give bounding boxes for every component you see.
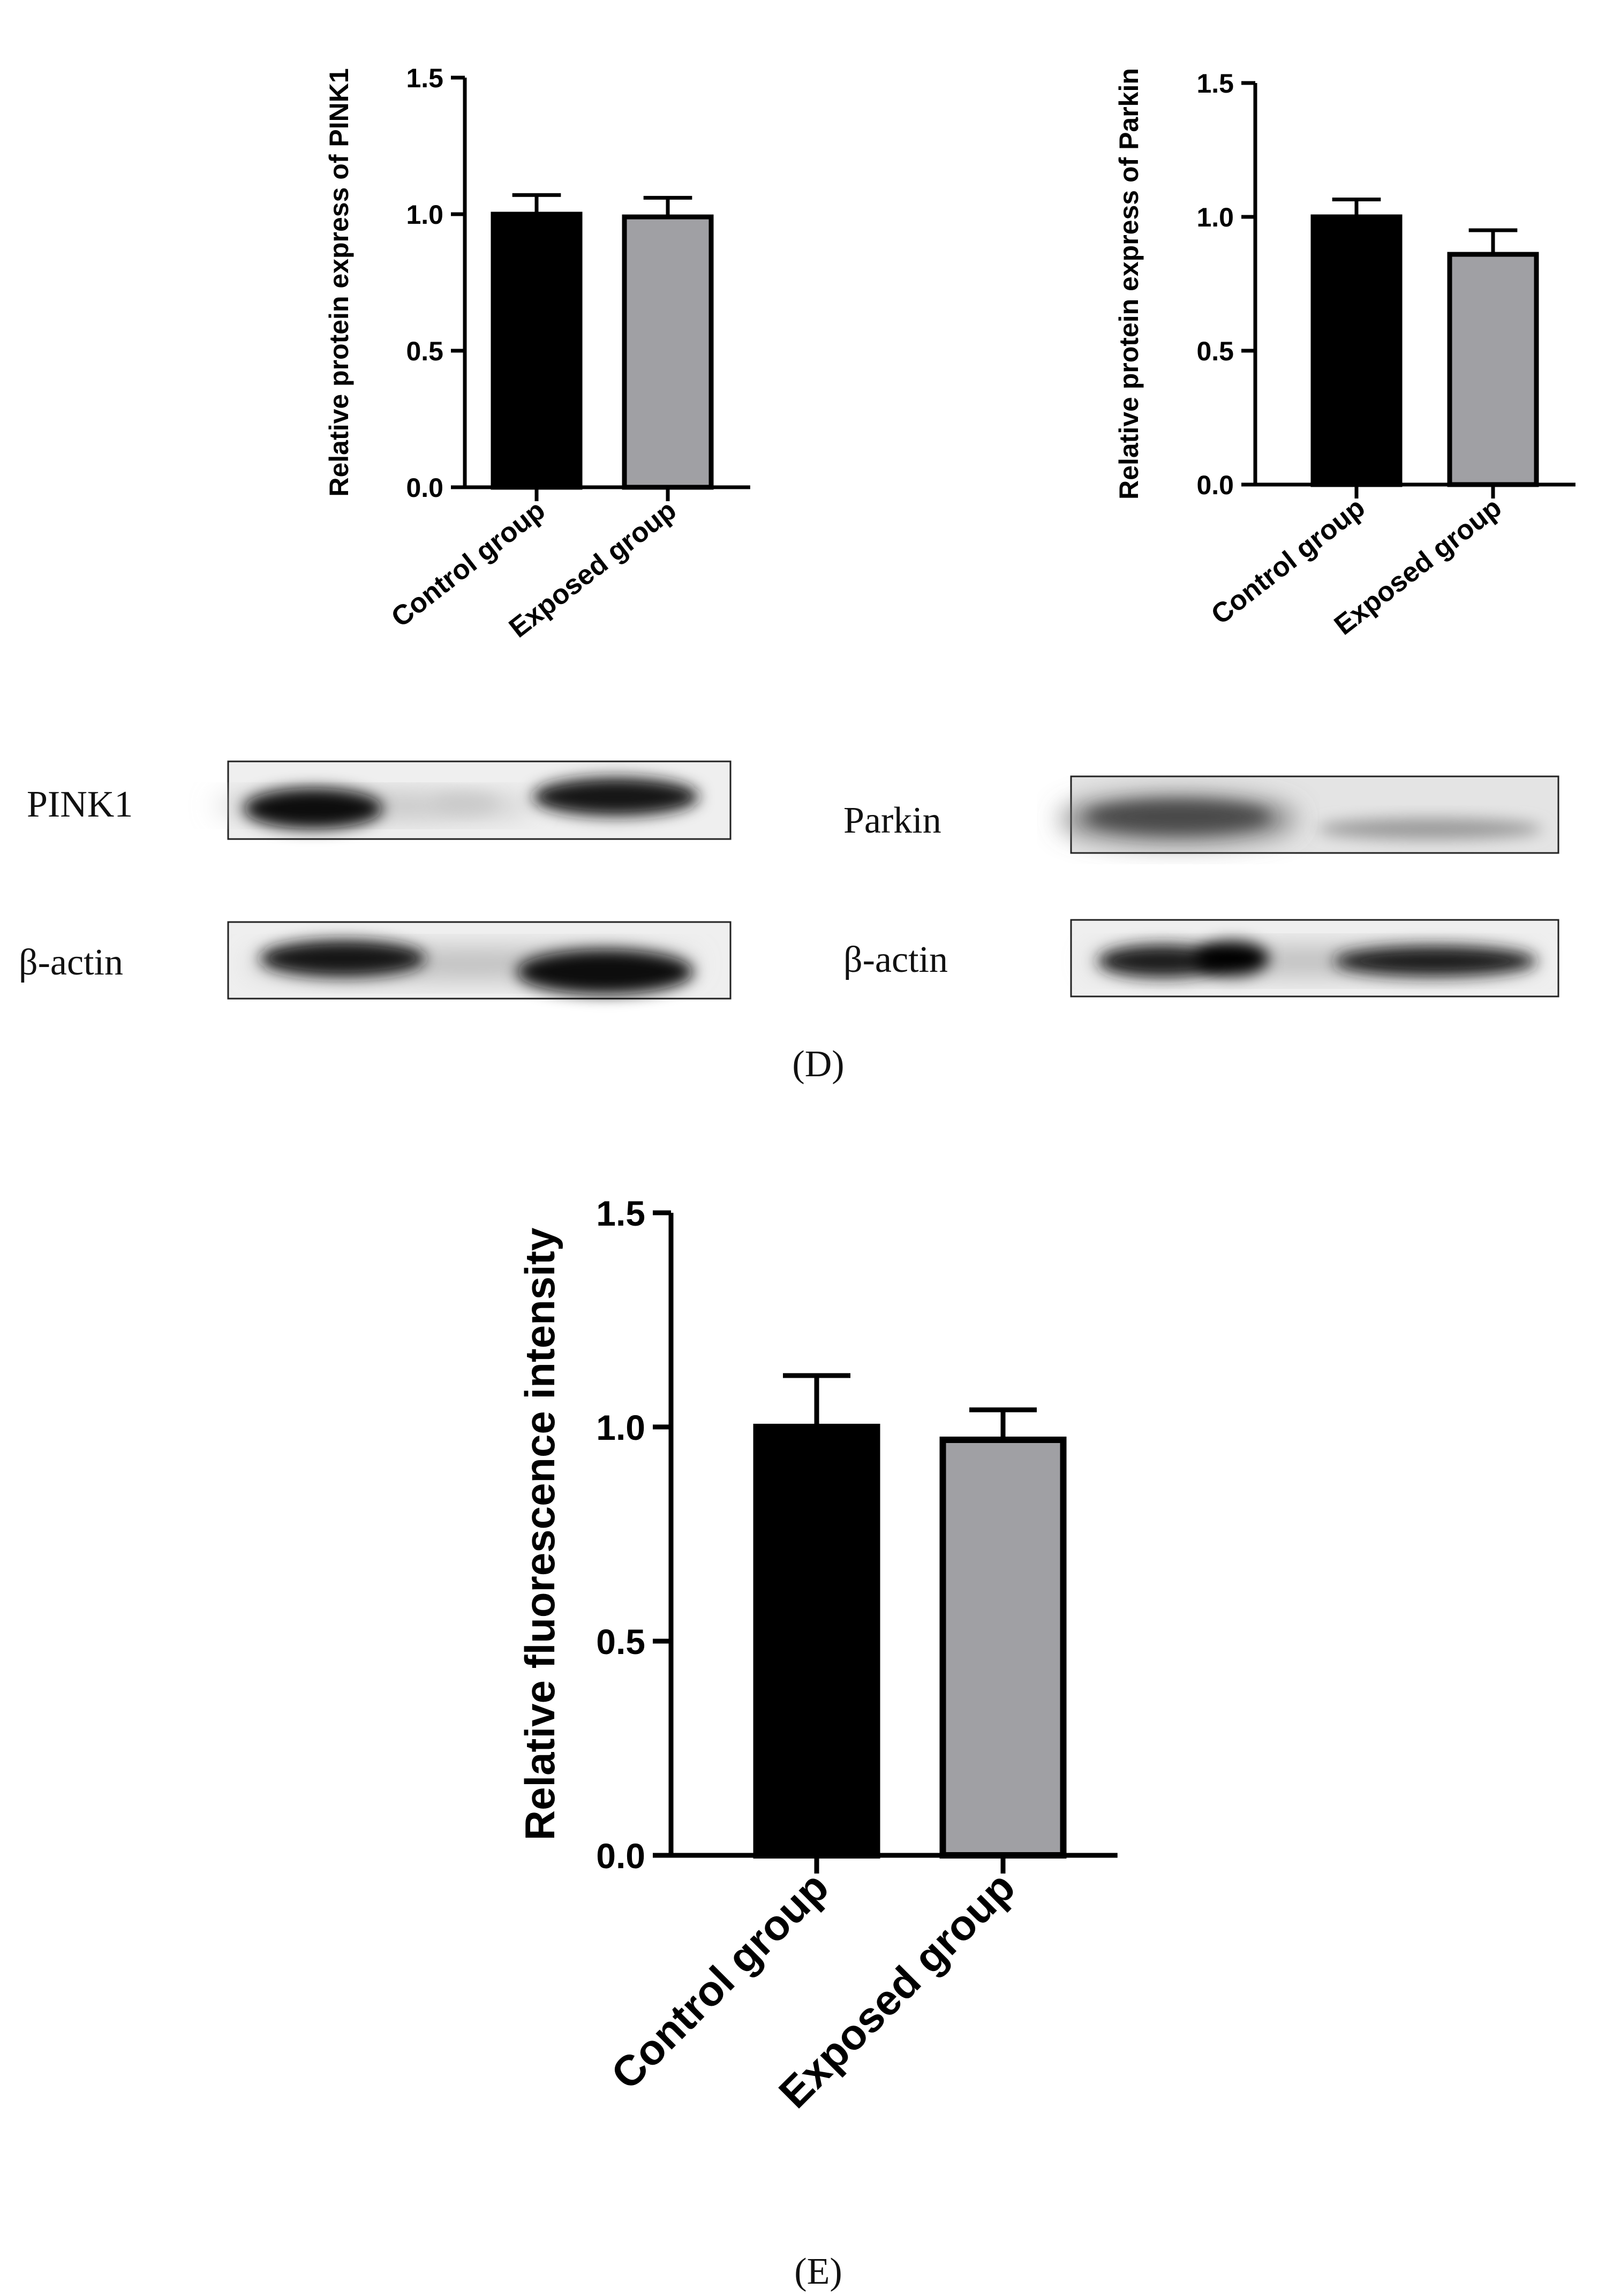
y-tick-label: 0.0 — [1196, 470, 1234, 500]
y-axis-label: Relative fluorescence intensity — [516, 1228, 563, 1840]
bar-exposed-group — [939, 1437, 1067, 1859]
actin-blot-label-right: β-actin — [843, 939, 948, 980]
bar-control-group — [1310, 214, 1403, 487]
western-blots: PINK1 β-actin Parkin β-actin — [19, 760, 1559, 1000]
actin-blot-image-left — [227, 921, 732, 1000]
y-axis-label: Relative protein express of PINK1 — [324, 68, 354, 496]
y-tick-label: 1.5 — [596, 1194, 645, 1233]
actin-blot-image-right — [1070, 919, 1559, 998]
y-tick-label: 0.0 — [406, 473, 443, 503]
bar-exposed-group — [622, 214, 714, 490]
bar-control-group — [753, 1424, 880, 1859]
bar-control-group — [491, 212, 583, 490]
actin-blot-label-left: β-actin — [19, 942, 123, 983]
y-tick-label: 1.0 — [596, 1408, 645, 1447]
y-tick-label: 0.5 — [1196, 336, 1234, 366]
pink1-blot-image — [214, 760, 732, 840]
bar-exposed-group — [1447, 252, 1539, 487]
panel-label-e: (E) — [794, 2251, 842, 2292]
y-tick-label: 0.5 — [406, 336, 443, 366]
y-tick-label: 0.0 — [596, 1836, 645, 1876]
panel-label-d: (D) — [792, 1044, 844, 1085]
y-tick-label: 0.5 — [596, 1622, 645, 1661]
parkin-blot-image — [1060, 775, 1559, 854]
y-axis-label: Relative protein express of Parkin — [1114, 68, 1144, 500]
chart-pink1: 0.0 0.5 1.0 1.5 Relative protein express of … — [324, 63, 750, 644]
y-tick-label: 1.5 — [406, 63, 443, 93]
chart-fluor: 0.0 0.5 1.0 1.5 Relative fluorescence intens… — [516, 1194, 1118, 2117]
y-tick-label: 1.5 — [1196, 69, 1234, 99]
y-tick-label: 1.0 — [1196, 202, 1234, 232]
parkin-blot-label: Parkin — [843, 800, 941, 841]
chart-parkin: 0.0 0.5 1.0 1.5 Relative protein express of … — [1114, 68, 1576, 641]
y-tick-label: 1.0 — [406, 200, 443, 230]
pink1-blot-label: PINK1 — [27, 784, 133, 825]
